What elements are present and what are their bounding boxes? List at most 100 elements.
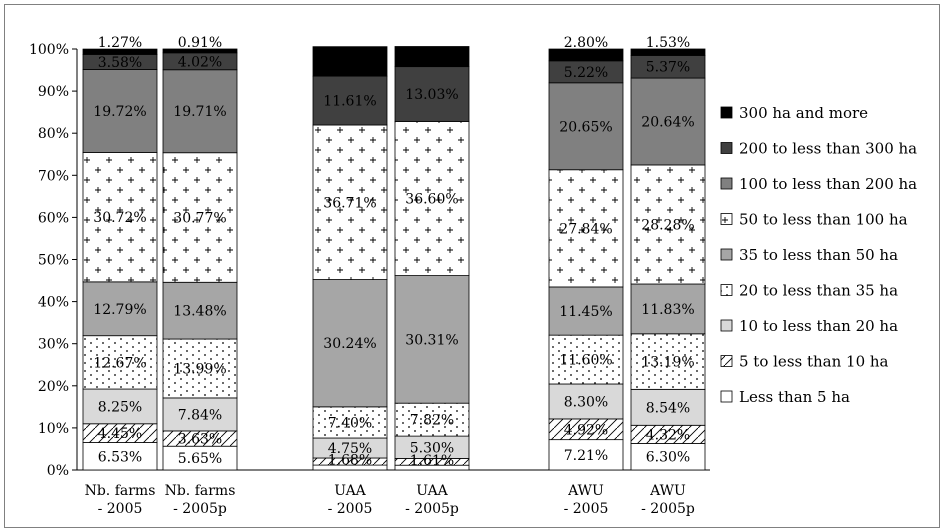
- legend-entry: 100 to less than 200 ha: [739, 175, 917, 193]
- bar-segment: [630, 48, 706, 56]
- bar-segment: [630, 333, 706, 390]
- bar-segment: [312, 124, 388, 280]
- data-label: 7.84%: [178, 407, 222, 423]
- data-label: 1.68%: [328, 453, 372, 469]
- bar-segment: [82, 69, 158, 153]
- legend-entry: 20 to less than 35 ha: [739, 282, 898, 300]
- x-axis-categories: Nb. farms - 2005 Nb. farms - 2005p UAA - 2005…: [85, 483, 695, 517]
- legend-entry: 50 to less than 100 ha: [739, 211, 908, 229]
- data-label: 4.78%: [410, 50, 454, 66]
- x-category-label: AWU: [567, 483, 604, 499]
- data-label: 13.48%: [173, 304, 226, 320]
- data-label: 11.45%: [559, 304, 612, 320]
- chart-frame: 0% 10% 20% 30% 40% 50% 60% 70% 80% 90% 100% 6.53% 4…: [4, 4, 940, 528]
- x-category-label: - 2005: [98, 501, 143, 517]
- data-label: 27.84%: [559, 221, 612, 237]
- segment-labels: 6.53% 4.45% 8.25% 12.67% 12.79% 30.72% 19.72% 3…: [93, 35, 694, 469]
- data-label: 8.25%: [98, 399, 142, 415]
- y-tick-label: 60%: [38, 210, 69, 226]
- legend-entry: 35 to less than 50 ha: [739, 246, 898, 264]
- bars: [82, 46, 706, 471]
- bar-segment: [162, 69, 238, 154]
- legend-swatch: [720, 284, 733, 296]
- data-label: 20.65%: [559, 119, 612, 135]
- bar-segment: [394, 275, 470, 404]
- bar-segment: [162, 48, 238, 54]
- data-label: 13.99%: [173, 361, 226, 377]
- bar-segment: [630, 164, 706, 285]
- data-label: 12.67%: [93, 355, 146, 371]
- x-category-label: UAA: [334, 483, 366, 499]
- y-axis: 0% 10% 20% 30% 40% 50% 60% 70% 80% 90% 100%: [29, 42, 710, 479]
- data-label: 4.45%: [98, 426, 142, 442]
- data-label: 36.71%: [323, 195, 376, 211]
- bar-segment: [630, 283, 706, 335]
- data-label: 8.30%: [564, 394, 608, 410]
- bar-segment: [548, 439, 624, 471]
- legend-swatch: [720, 390, 733, 403]
- x-category-label: AWU: [649, 483, 686, 499]
- y-tick-label: 70%: [38, 168, 69, 184]
- x-category-label: - 2005: [328, 501, 373, 517]
- data-label: 3.58%: [98, 55, 142, 71]
- x-category-label: Nb. farms: [165, 483, 236, 499]
- bar-segment: [162, 338, 238, 399]
- y-tick-label: 90%: [38, 84, 69, 100]
- bar-segment: [548, 48, 624, 62]
- bar-segment: [162, 397, 238, 432]
- bar-segment: [548, 82, 624, 171]
- y-tick-label: 50%: [38, 253, 69, 269]
- bar-segment: [312, 279, 388, 408]
- data-label: 1.27%: [98, 35, 142, 51]
- y-tick-label: 20%: [38, 379, 69, 395]
- x-category-label: Nb. farms: [85, 483, 156, 499]
- data-label: 4.75%: [328, 441, 372, 457]
- data-label: 11.60%: [559, 353, 612, 369]
- bar-segment: [82, 48, 158, 55]
- data-label: 11.83%: [641, 302, 694, 318]
- x-category-label: - 2005p: [173, 501, 227, 517]
- data-label: 30.77%: [173, 211, 226, 227]
- data-label: 2.80%: [564, 35, 608, 51]
- y-tick-label: 40%: [38, 295, 69, 311]
- legend-swatch: [720, 142, 733, 154]
- legend-swatch: [720, 248, 733, 261]
- legend-entry: 10 to less than 20 ha: [739, 317, 898, 335]
- data-label: 13.03%: [405, 87, 458, 103]
- data-label: 11.61%: [323, 94, 376, 110]
- data-label: 0.91%: [178, 35, 222, 51]
- y-tick-label: 100%: [29, 42, 69, 58]
- data-label: 4.02%: [178, 54, 222, 70]
- legend-swatch: [720, 106, 733, 119]
- legend-swatch: [720, 177, 733, 190]
- y-tick-label: 30%: [38, 337, 69, 353]
- bar-segment: [548, 169, 624, 288]
- x-category-label: - 2005p: [405, 501, 459, 517]
- data-label: 28.28%: [641, 217, 694, 233]
- data-label: 13.19%: [641, 355, 694, 371]
- y-tick-label: 80%: [38, 126, 69, 142]
- y-tick-label: 0%: [47, 463, 69, 479]
- bar-segment: [548, 286, 624, 336]
- data-label: 6.30%: [646, 450, 690, 466]
- data-label: 19.71%: [173, 104, 226, 120]
- data-label: 19.72%: [93, 104, 146, 120]
- legend-swatch: [720, 319, 733, 332]
- y-tick-label: 10%: [38, 421, 69, 437]
- data-label: 6.99%: [328, 54, 372, 70]
- data-label: 3.63%: [178, 432, 222, 448]
- data-label: 1.61%: [410, 453, 454, 469]
- x-category-label: - 2005: [564, 501, 609, 517]
- data-label: 7.40%: [328, 415, 372, 431]
- legend-swatch: [720, 213, 733, 225]
- data-label: 7.21%: [564, 448, 608, 464]
- bar-segment: [312, 75, 388, 126]
- data-label: 4.92%: [564, 422, 608, 438]
- bar-segment: [548, 334, 624, 385]
- bar-segment: [82, 388, 158, 425]
- data-label: 5.30%: [410, 440, 454, 456]
- legend-entry: 200 to less than 300 ha: [739, 140, 917, 158]
- data-label: 6.53%: [98, 449, 142, 465]
- data-label: 12.79%: [93, 302, 146, 318]
- data-label: 5.37%: [646, 60, 690, 76]
